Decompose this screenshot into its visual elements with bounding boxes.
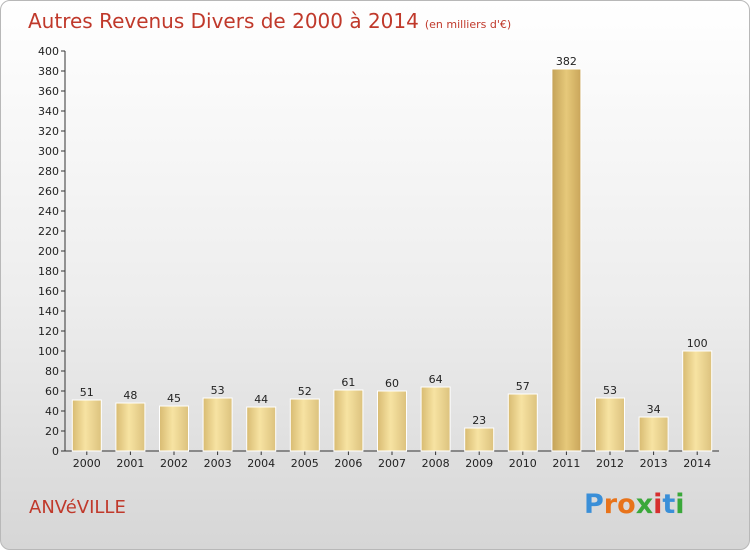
x-tick-label: 2011 [552, 457, 580, 470]
location-name: ANVéVILLE [29, 497, 126, 518]
data-label: 60 [385, 377, 399, 390]
bar-2011 [551, 68, 582, 452]
data-label: 48 [123, 389, 137, 402]
bar-2010 [507, 393, 538, 452]
data-label: 382 [556, 55, 577, 68]
x-tick-label: 2010 [509, 457, 537, 470]
bar-2008 [420, 386, 451, 452]
data-label: 51 [80, 386, 94, 399]
data-label: 57 [516, 380, 530, 393]
bar-2012 [595, 397, 625, 452]
y-tick-label: 0 [52, 445, 59, 458]
y-tick-label: 300 [38, 145, 59, 158]
bar-2002 [159, 405, 189, 452]
logo-letter: i [675, 489, 685, 520]
data-label: 23 [472, 414, 486, 427]
y-tick-label: 220 [38, 225, 59, 238]
bar-2013 [638, 416, 669, 452]
y-tick-label: 260 [38, 185, 59, 198]
bar-2000 [71, 399, 102, 452]
x-tick-label: 2003 [204, 457, 232, 470]
chart-title-unit: (en milliers d'€) [424, 18, 512, 31]
bar-2014 [682, 350, 713, 452]
bar-2009 [464, 427, 495, 452]
y-tick-label: 20 [45, 425, 59, 438]
data-label: 53 [603, 384, 617, 397]
data-label: 44 [254, 393, 268, 406]
y-tick-label: 400 [38, 45, 59, 58]
x-tick-label: 2000 [73, 457, 101, 470]
bar-2004 [246, 406, 277, 452]
data-label: 100 [687, 337, 708, 350]
bar-2007 [377, 390, 407, 452]
bar-2006 [333, 389, 364, 452]
y-tick-label: 40 [45, 405, 59, 418]
x-tick-label: 2002 [160, 457, 188, 470]
data-label: 45 [167, 392, 181, 405]
y-tick-label: 360 [38, 85, 59, 98]
axes: 0 20 40 60 80 100 120 140 160 180 200 220 240 260 280 3… [38, 45, 719, 470]
proxiti-logo: Proxiti [584, 489, 685, 520]
data-label: 52 [298, 385, 312, 398]
chart-title-text: Autres Revenus Divers de 2000 à 2014 [28, 9, 419, 33]
x-tick-label: 2004 [247, 457, 275, 470]
logo-letter: P [584, 489, 604, 520]
logo-letter: r [603, 489, 618, 520]
y-tick-label: 80 [45, 365, 59, 378]
y-tick-label: 180 [38, 265, 59, 278]
logo-letter: o [617, 489, 636, 520]
data-label: 64 [429, 373, 443, 386]
data-label: 53 [211, 384, 225, 397]
x-tick-label: 2006 [334, 457, 362, 470]
bar-2001 [115, 402, 146, 452]
y-tick-label: 340 [38, 105, 59, 118]
y-tick-label: 200 [38, 245, 59, 258]
y-tick-label: 380 [38, 65, 59, 78]
logo-letter: i [653, 489, 663, 520]
chart-title: Autres Revenus Divers de 2000 à 2014 (en … [28, 9, 511, 33]
y-tick-label: 320 [38, 125, 59, 138]
x-tick-label: 2007 [378, 457, 406, 470]
y-tick-label: 280 [38, 165, 59, 178]
data-label: 61 [341, 376, 355, 389]
x-tick-label: 2012 [596, 457, 624, 470]
y-tick-label: 100 [38, 345, 59, 358]
x-tick-label: 2013 [640, 457, 668, 470]
logo-letter: x [635, 489, 654, 520]
y-tick-label: 120 [38, 325, 59, 338]
x-tick-label: 2005 [291, 457, 319, 470]
data-label: 34 [647, 403, 661, 416]
bar-2005 [289, 398, 320, 452]
y-tick-label: 140 [38, 305, 59, 318]
y-tick-label: 160 [38, 285, 59, 298]
x-tick-label: 2014 [683, 457, 711, 470]
bar-2003 [202, 397, 233, 452]
y-tick-label: 60 [45, 385, 59, 398]
x-tick-label: 2009 [465, 457, 493, 470]
y-tick-label: 240 [38, 205, 59, 218]
x-tick-label: 2001 [116, 457, 144, 470]
x-tick-label: 2008 [422, 457, 450, 470]
bars: 51 48 45 53 44 52 61 60 64 23 57 382 53 34 100 [71, 55, 713, 452]
logo-letter: t [662, 489, 676, 520]
